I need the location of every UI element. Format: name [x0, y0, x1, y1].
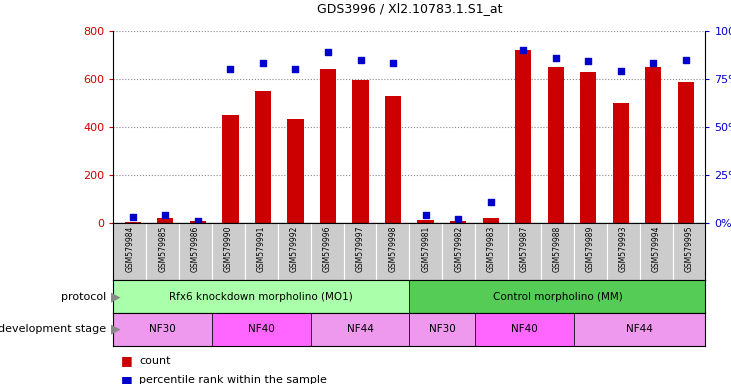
Point: [127, 214, 139, 220]
Bar: [278, 223, 311, 280]
Text: NF44: NF44: [626, 324, 653, 334]
Bar: [442, 223, 475, 280]
Bar: [409, 223, 442, 280]
Text: protocol: protocol: [61, 291, 110, 302]
Text: Control morpholino (MM): Control morpholino (MM): [493, 291, 622, 302]
Bar: [548, 67, 564, 223]
Point: [322, 49, 334, 55]
Bar: [146, 223, 179, 280]
Bar: [352, 80, 368, 223]
Bar: [580, 71, 596, 223]
Text: ▶: ▶: [111, 290, 121, 303]
Bar: [287, 119, 303, 223]
Bar: [245, 223, 278, 280]
Bar: [673, 223, 705, 280]
Text: GSM579989: GSM579989: [586, 226, 595, 272]
Bar: [678, 82, 694, 223]
Bar: [376, 223, 409, 280]
Bar: [212, 223, 245, 280]
Bar: [311, 313, 409, 346]
Bar: [574, 313, 705, 346]
Bar: [212, 313, 311, 346]
Text: development stage: development stage: [0, 324, 110, 334]
Point: [550, 55, 561, 61]
Text: GSM579981: GSM579981: [421, 226, 431, 272]
Point: [583, 58, 594, 65]
Bar: [179, 223, 212, 280]
Text: GSM579997: GSM579997: [355, 226, 365, 272]
Bar: [450, 221, 466, 223]
Text: NF30: NF30: [149, 324, 176, 334]
Text: GDS3996 / Xl2.10783.1.S1_at: GDS3996 / Xl2.10783.1.S1_at: [317, 2, 502, 15]
Text: NF40: NF40: [511, 324, 538, 334]
Bar: [482, 218, 499, 223]
Text: GSM579998: GSM579998: [388, 226, 398, 272]
Bar: [508, 223, 541, 280]
Bar: [113, 313, 212, 346]
Text: GSM579984: GSM579984: [125, 226, 135, 272]
Bar: [113, 280, 409, 313]
Text: GSM579983: GSM579983: [487, 226, 496, 272]
Bar: [475, 223, 508, 280]
Bar: [645, 67, 662, 223]
Text: GSM579985: GSM579985: [158, 226, 167, 272]
Bar: [222, 116, 238, 223]
Bar: [515, 50, 531, 223]
Point: [485, 199, 496, 205]
Text: ▶: ▶: [111, 323, 121, 336]
Point: [452, 216, 464, 222]
Point: [387, 60, 399, 66]
Bar: [320, 69, 336, 223]
Bar: [574, 223, 607, 280]
Bar: [475, 313, 574, 346]
Bar: [607, 223, 640, 280]
Bar: [344, 223, 376, 280]
Point: [355, 56, 366, 63]
Bar: [417, 220, 433, 223]
Bar: [640, 223, 673, 280]
Point: [648, 60, 659, 66]
Text: GSM579990: GSM579990: [224, 226, 233, 272]
Bar: [157, 218, 173, 223]
Text: ■: ■: [121, 374, 137, 384]
Bar: [613, 103, 629, 223]
Text: GSM579988: GSM579988: [553, 226, 562, 272]
Point: [420, 212, 431, 218]
Text: NF44: NF44: [346, 324, 374, 334]
Point: [224, 66, 236, 72]
Point: [289, 66, 301, 72]
Bar: [255, 91, 271, 223]
Bar: [409, 280, 705, 313]
Bar: [409, 313, 475, 346]
Point: [518, 47, 529, 53]
Text: NF30: NF30: [429, 324, 455, 334]
Text: GSM579996: GSM579996: [322, 226, 332, 272]
Bar: [113, 223, 146, 280]
Text: NF40: NF40: [248, 324, 275, 334]
Text: GSM579986: GSM579986: [191, 226, 200, 272]
Text: GSM579993: GSM579993: [618, 226, 628, 272]
Bar: [311, 223, 344, 280]
Point: [159, 212, 171, 218]
Bar: [541, 223, 574, 280]
Text: percentile rank within the sample: percentile rank within the sample: [139, 375, 327, 384]
Text: ■: ■: [121, 354, 137, 367]
Text: Rfx6 knockdown morpholino (MO1): Rfx6 knockdown morpholino (MO1): [170, 291, 353, 302]
Point: [615, 68, 626, 74]
Text: GSM579992: GSM579992: [289, 226, 299, 272]
Text: GSM579982: GSM579982: [454, 226, 463, 272]
Point: [680, 56, 692, 63]
Point: [192, 218, 204, 224]
Bar: [190, 221, 206, 223]
Bar: [125, 222, 141, 223]
Text: GSM579987: GSM579987: [520, 226, 529, 272]
Text: count: count: [139, 356, 170, 366]
Bar: [385, 96, 401, 223]
Text: GSM579994: GSM579994: [651, 226, 661, 272]
Point: [257, 60, 269, 66]
Text: GSM579991: GSM579991: [257, 226, 266, 272]
Text: GSM579995: GSM579995: [684, 226, 694, 272]
